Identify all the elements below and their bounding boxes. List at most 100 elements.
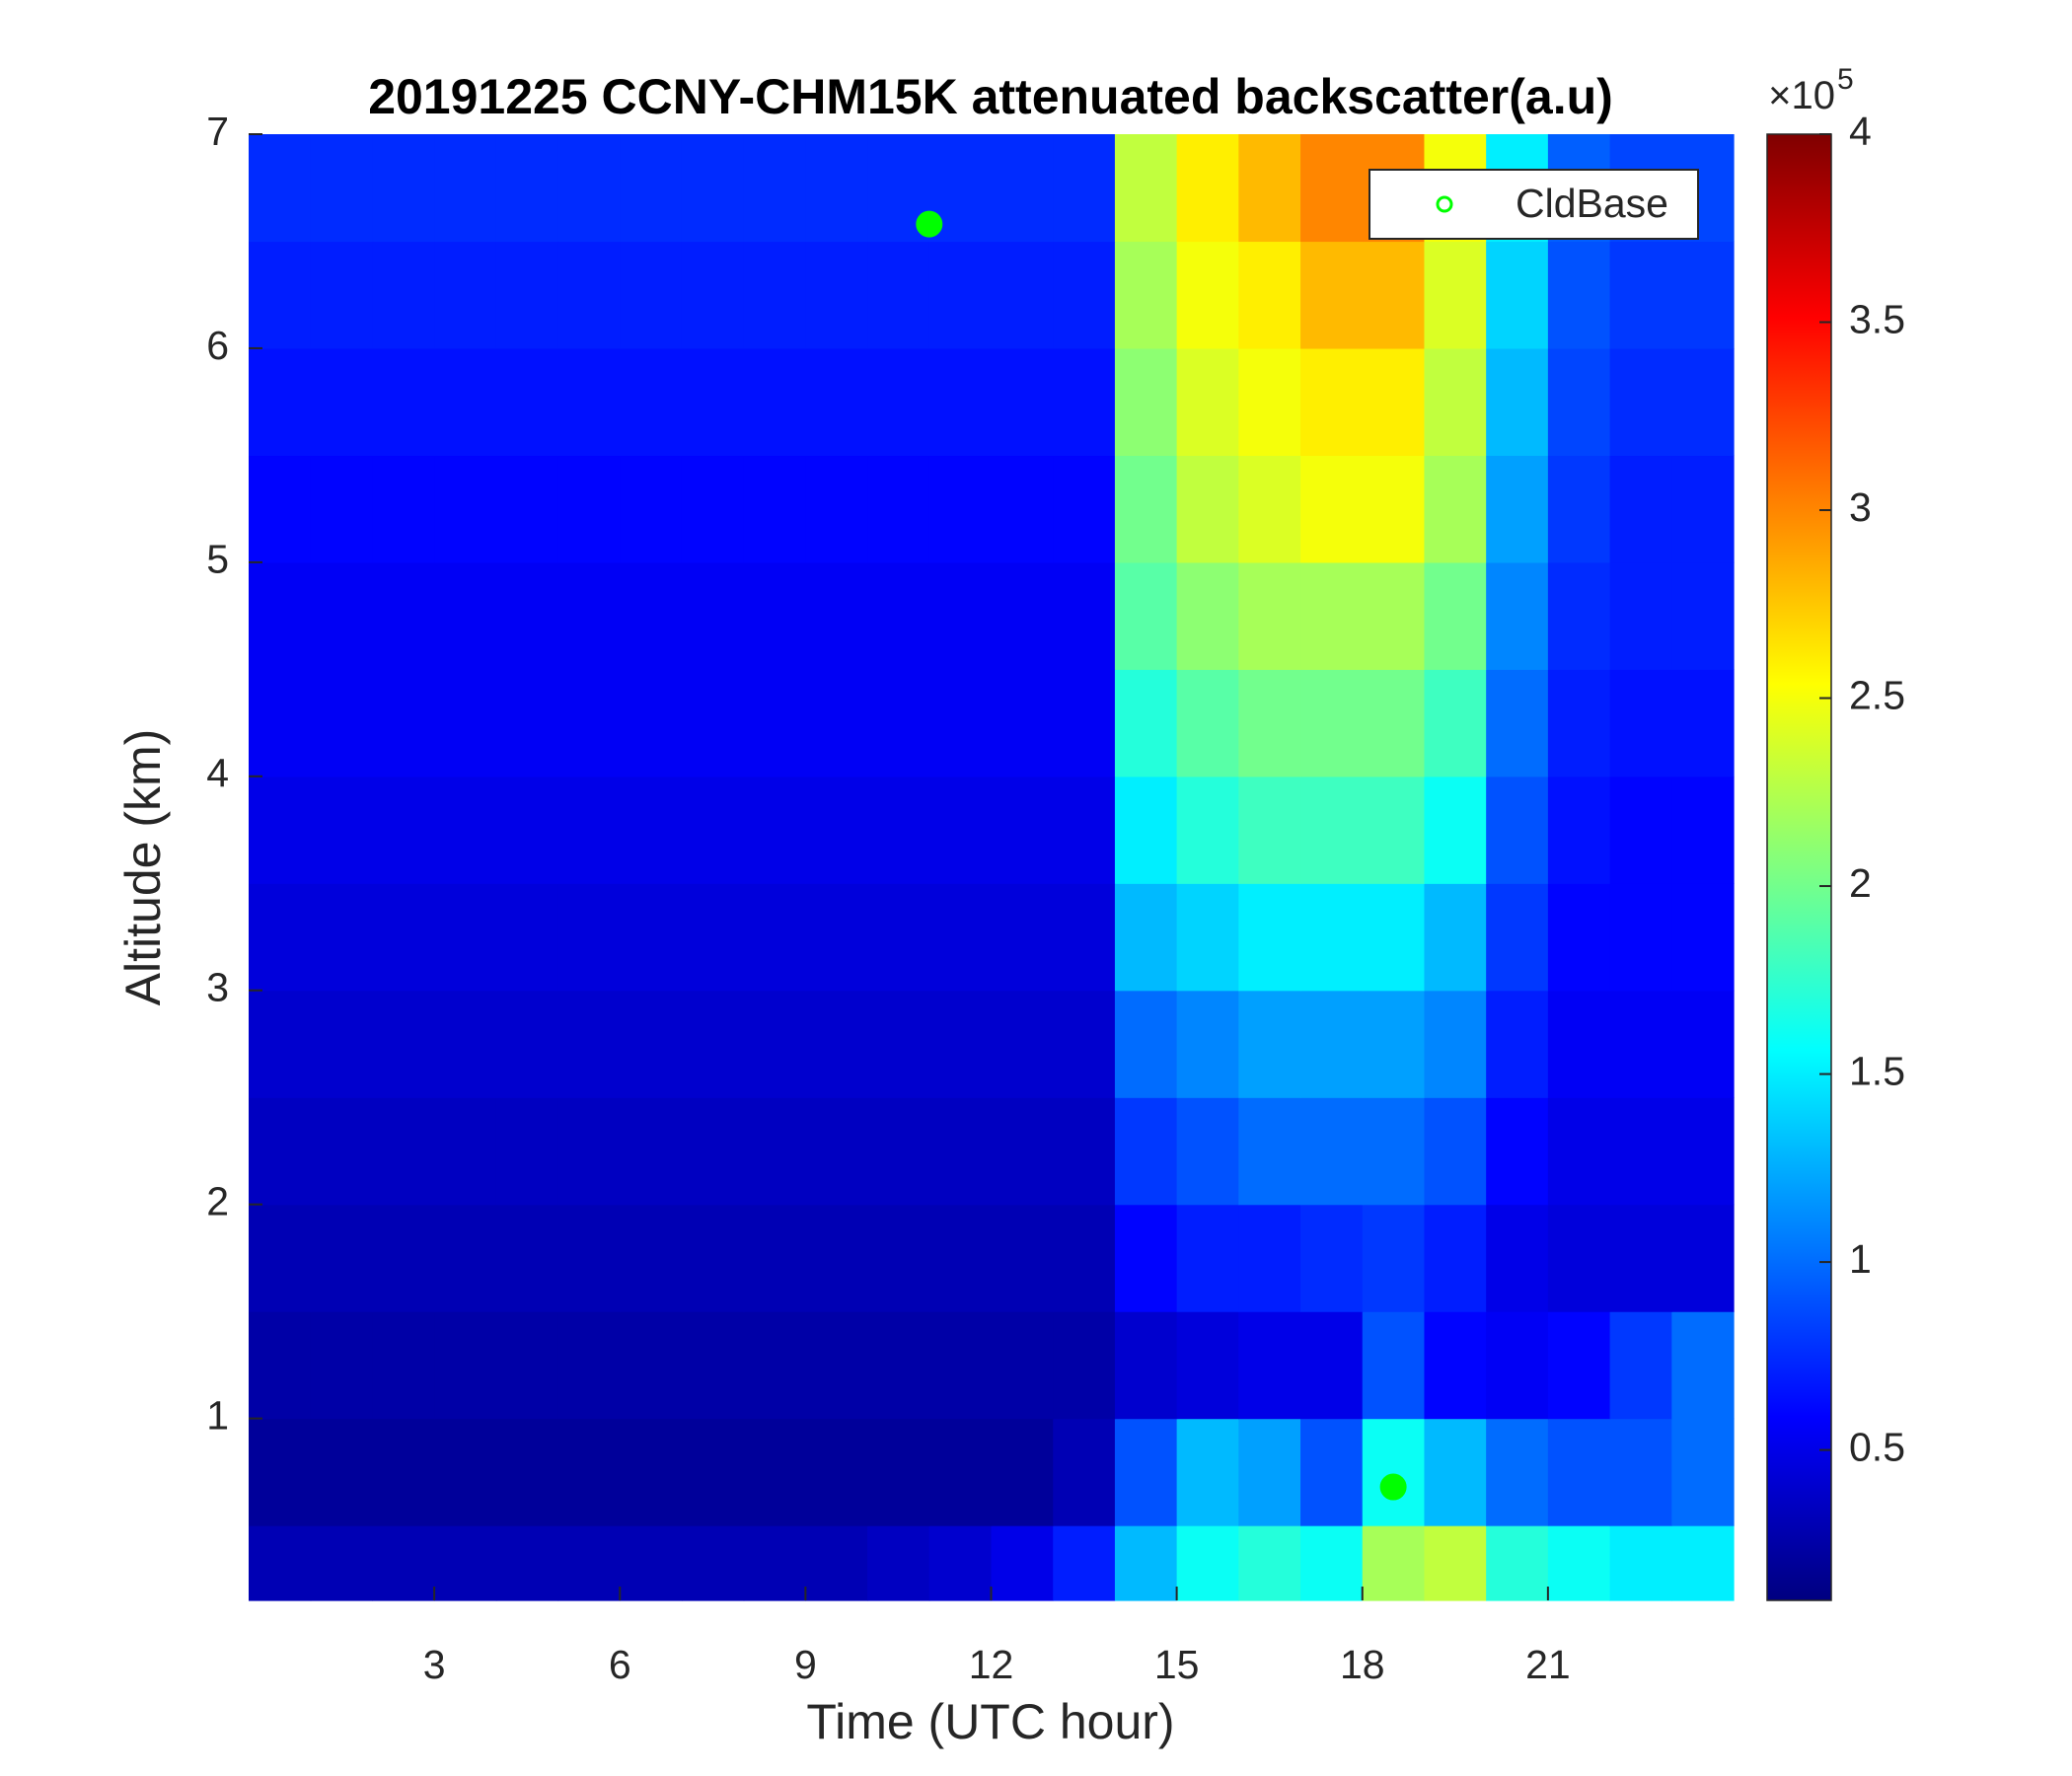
cloud-base-point: [916, 210, 943, 238]
heatmap-cell: [1547, 241, 1611, 349]
legend-box: [1369, 169, 1699, 240]
heatmap-cell: [1362, 990, 1426, 1098]
y-axis-label: Altitude (km): [115, 729, 171, 1006]
heatmap-cell: [1362, 561, 1426, 670]
heatmap-cell: [1114, 1097, 1178, 1206]
heatmap-cell: [928, 1204, 993, 1312]
y-tick-label: 3: [206, 965, 229, 1010]
colorbar-tick-label: 4: [1849, 109, 1872, 154]
heatmap-cell: [1114, 1418, 1178, 1526]
heatmap-cell: [1300, 776, 1364, 884]
heatmap-cell: [1486, 1097, 1549, 1206]
heatmap-cell: [681, 990, 745, 1098]
heatmap-cell: [991, 1204, 1054, 1312]
heatmap-cell: [249, 1311, 312, 1420]
heatmap-cell: [249, 241, 312, 349]
heatmap-cell: [1609, 669, 1672, 777]
y-tick-label: 4: [206, 751, 229, 796]
heatmap-cell: [557, 669, 621, 777]
heatmap-cell: [1300, 347, 1364, 457]
heatmap-cell: [1114, 347, 1178, 457]
colorbar-tick-label: 1.5: [1849, 1048, 1905, 1093]
heatmap-cell: [743, 561, 806, 670]
heatmap-cell: [1238, 455, 1301, 563]
heatmap-cell: [1176, 1097, 1239, 1206]
heatmap-cell: [743, 241, 806, 349]
heatmap-cell: [1176, 347, 1239, 457]
heatmap-cell: [743, 1418, 806, 1526]
heatmap-cell: [1114, 990, 1178, 1098]
heatmap-cell: [1176, 990, 1239, 1098]
heatmap-cell: [928, 1311, 993, 1420]
heatmap-cell: [928, 669, 993, 777]
heatmap-cell: [310, 776, 374, 884]
heatmap-cell: [805, 1311, 868, 1420]
heatmap-cell: [991, 1097, 1054, 1206]
heatmap-cell: [372, 990, 435, 1098]
heatmap-cell: [557, 1418, 621, 1526]
heatmap-cell: [1362, 347, 1426, 457]
heatmap-cell: [1176, 1525, 1239, 1601]
heatmap-cell: [991, 561, 1054, 670]
heatmap-cell: [1486, 241, 1549, 349]
heatmap-cell: [372, 1311, 435, 1420]
heatmap-cell: [310, 1418, 374, 1526]
heatmap-cell: [928, 1418, 993, 1526]
heatmap-cell: [1238, 990, 1301, 1098]
heatmap-cell: [1671, 455, 1735, 563]
heatmap-cell: [1300, 990, 1364, 1098]
heatmap-cell: [1053, 1311, 1116, 1420]
heatmap-cell: [310, 347, 374, 457]
heatmap-cell: [805, 669, 868, 777]
heatmap-cell: [1176, 1418, 1239, 1526]
heatmap-cell: [1424, 776, 1487, 884]
heatmap-cell: [1053, 776, 1116, 884]
x-tick-label: 21: [1525, 1642, 1571, 1687]
heatmap-cell: [928, 776, 993, 884]
heatmap-cell: [310, 990, 374, 1098]
heatmap-cell: [1424, 1097, 1487, 1206]
heatmap-cell: [620, 1097, 683, 1206]
x-tick-label: 18: [1340, 1642, 1385, 1687]
heatmap-cell: [1609, 455, 1672, 563]
heatmap-cell: [1238, 776, 1301, 884]
heatmap-cell: [557, 1311, 621, 1420]
heatmap-cell: [867, 347, 930, 457]
heatmap-cell: [1547, 455, 1611, 563]
heatmap-cell: [1300, 455, 1364, 563]
heatmap-cell: [434, 561, 497, 670]
heatmap-cell: [249, 1097, 312, 1206]
heatmap-cell: [1609, 1525, 1672, 1601]
heatmap-cell: [867, 1204, 930, 1312]
heatmap-cell: [1486, 883, 1549, 992]
heatmap-cell: [867, 669, 930, 777]
heatmap-cell: [805, 134, 868, 243]
heatmap-cell: [1609, 1311, 1672, 1420]
heatmap-cell: [1547, 1204, 1611, 1312]
heatmap-cell: [1609, 347, 1672, 457]
heatmap-cell: [310, 241, 374, 349]
heatmap-cell: [1671, 776, 1735, 884]
heatmap-cell: [991, 134, 1054, 243]
heatmap-cell: [867, 561, 930, 670]
heatmap-cell: [1609, 776, 1672, 884]
heatmap-cell: [928, 347, 993, 457]
heatmap-cell: [1053, 1204, 1116, 1312]
heatmap-cell: [620, 1418, 683, 1526]
heatmap-cell: [681, 669, 745, 777]
heatmap-cell: [372, 1525, 435, 1601]
heatmap-cell: [1300, 241, 1364, 349]
heatmap-cell: [249, 776, 312, 884]
heatmap-cell: [620, 883, 683, 992]
heatmap-cell: [310, 1525, 374, 1601]
heatmap-cell: [743, 1311, 806, 1420]
heatmap-cell: [867, 455, 930, 563]
heatmap-cell: [805, 1097, 868, 1206]
heatmap-cell: [1114, 669, 1178, 777]
heatmap-cell: [1486, 776, 1549, 884]
heatmap-cell: [991, 347, 1054, 457]
heatmap-cell: [495, 883, 559, 992]
heatmap-cell: [1362, 883, 1426, 992]
heatmap-cell: [1671, 669, 1735, 777]
heatmap-cell: [867, 1525, 930, 1601]
